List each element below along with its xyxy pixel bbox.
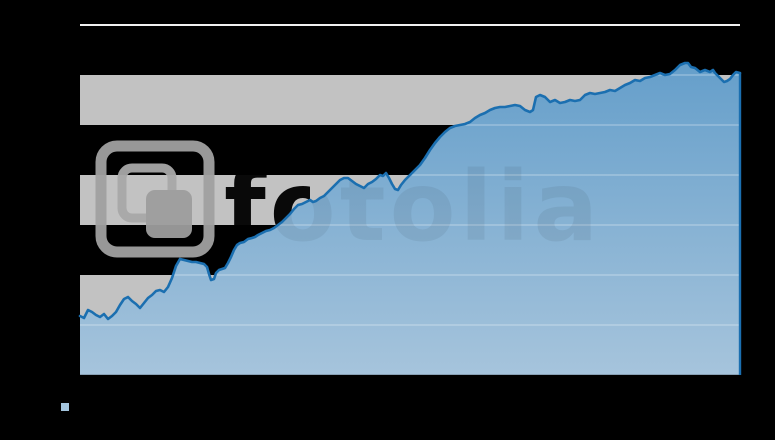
line-series [78, 61, 742, 321]
area-series [80, 63, 740, 375]
legend-swatch [61, 403, 69, 411]
fotolia-logo-icon [95, 140, 215, 258]
